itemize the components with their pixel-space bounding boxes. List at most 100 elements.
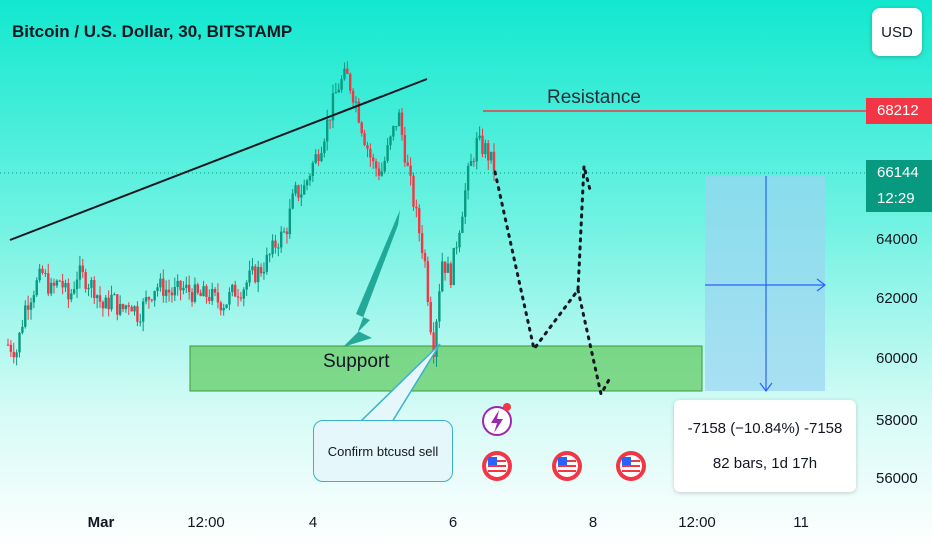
us-flag-event-icon[interactable]: [482, 451, 512, 481]
candle-body: [78, 265, 82, 280]
trend-line[interactable]: [9, 78, 428, 241]
candle-body: [113, 294, 116, 296]
candle-body: [133, 306, 136, 312]
candle-body: [406, 162, 409, 166]
us-flag-event-icon[interactable]: [552, 451, 582, 481]
candle-body: [199, 292, 202, 297]
candle-body: [320, 153, 323, 162]
candle-body: [464, 190, 467, 217]
candle-body: [274, 240, 277, 248]
candle-body: [164, 289, 168, 296]
candle-body: [311, 162, 315, 176]
candle-body: [256, 266, 260, 283]
candle-body: [372, 157, 375, 162]
candle-body: [18, 332, 21, 353]
currency-button[interactable]: USD: [872, 8, 922, 56]
candle-body: [182, 287, 185, 291]
candle-body: [47, 273, 50, 294]
candle-body: [210, 288, 214, 301]
candle-body: [144, 297, 148, 302]
candle-body: [216, 292, 220, 303]
candle-body: [87, 287, 90, 290]
candle-body: [279, 231, 283, 248]
candle-body: [225, 304, 228, 308]
us-flag-event-icon[interactable]: [616, 451, 646, 481]
candle-body: [487, 143, 490, 161]
candle-body: [118, 304, 122, 315]
price-tick: 60000: [876, 350, 918, 367]
candle-body: [35, 280, 38, 296]
candle-body: [176, 280, 179, 288]
candle-body: [245, 282, 248, 290]
candle-body: [231, 284, 234, 293]
candle-body: [162, 278, 165, 296]
candle-body: [251, 266, 254, 271]
candle-body: [308, 175, 312, 181]
candle-body: [84, 272, 87, 290]
candle-body: [179, 280, 182, 291]
candle-body: [458, 232, 461, 248]
time-tick: 8: [588, 514, 598, 531]
price-tick: 56000: [876, 470, 918, 487]
projection-path[interactable]: [493, 165, 592, 353]
time-tick: 4: [308, 514, 318, 531]
candle-body: [222, 307, 225, 311]
measure-arrow-right-head: [816, 278, 826, 292]
candle-body: [443, 261, 447, 273]
candle-body: [343, 68, 346, 80]
candle-body: [52, 282, 56, 286]
candle-body: [147, 297, 151, 300]
candle-body: [472, 161, 476, 163]
candle-body: [455, 247, 458, 249]
candle-body: [233, 284, 237, 297]
candle-body: [366, 145, 369, 149]
candle-body: [185, 284, 188, 288]
down-arrow-shape[interactable]: [343, 210, 400, 347]
candle-body: [285, 231, 289, 235]
measure-info-box: -7158 (−10.84%) -7158 82 bars, 1d 17h: [674, 400, 856, 492]
callout-text: Confirm btcusd sell: [327, 443, 439, 459]
candle-body: [170, 292, 174, 296]
candle-body: [228, 292, 231, 305]
candle-body: [351, 90, 355, 103]
measure-range-box[interactable]: [705, 176, 825, 391]
candle-body: [475, 138, 478, 162]
candle-body: [357, 101, 361, 123]
candle-body: [24, 305, 27, 327]
support-zone[interactable]: [189, 345, 703, 392]
measure-bars-text: 82 bars, 1d 17h: [712, 455, 818, 472]
callout-note[interactable]: Confirm btcusd sell: [313, 420, 453, 482]
time-tick: 12:00: [678, 514, 716, 531]
candle-body: [360, 122, 363, 134]
projection-path-2[interactable]: [576, 288, 612, 399]
countdown-tag: 12:29: [866, 186, 932, 212]
candle-body: [386, 145, 389, 161]
candle-body: [242, 289, 246, 299]
candle-body: [426, 261, 430, 302]
candle-body: [21, 326, 24, 333]
support-label: Support: [323, 351, 390, 372]
candle-body: [81, 265, 84, 273]
candle-body: [61, 280, 64, 288]
candle-body: [156, 287, 159, 291]
candle-body: [101, 301, 105, 309]
candle-body: [349, 73, 352, 91]
candle-body: [403, 134, 407, 163]
candle-body: [282, 231, 286, 233]
candle-body: [141, 301, 145, 322]
candle-body: [239, 297, 243, 299]
candle-body: [110, 294, 113, 310]
candle-body: [67, 283, 70, 300]
candlestick-series: [6, 61, 496, 367]
candle-body: [415, 206, 418, 209]
candle-body: [9, 344, 13, 352]
candle-body: [136, 306, 139, 322]
candle-body: [159, 278, 162, 288]
candle-body: [32, 295, 36, 303]
candle-body: [409, 165, 412, 176]
lightning-event-icon[interactable]: [482, 403, 512, 436]
candle-body: [317, 154, 320, 162]
candle-body: [423, 252, 427, 262]
candle-body: [130, 306, 133, 312]
